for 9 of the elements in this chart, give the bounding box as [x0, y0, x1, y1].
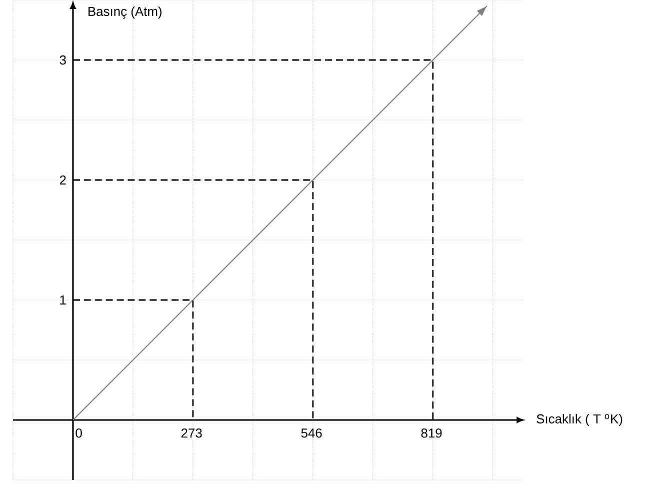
y-tick-label: 2	[60, 175, 66, 185]
x-tick-label: 819	[421, 428, 442, 438]
y-tick-label: 1	[60, 296, 66, 304]
x-tick-label: 273	[181, 428, 202, 438]
y-axis-title: Basınç (Atm)	[88, 6, 162, 19]
x-tick-label: 546	[301, 428, 322, 438]
x-axis-title: Sıcaklık ( T $^{o}$K)	[536, 414, 622, 426]
y-tick-label: 3	[60, 55, 66, 65]
x-tick-label: 0	[76, 428, 82, 438]
